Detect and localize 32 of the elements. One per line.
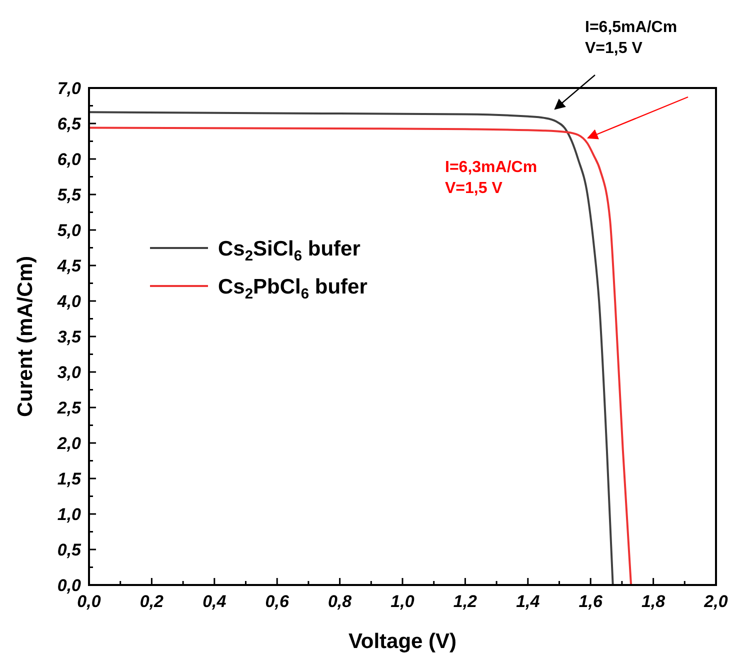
y-tick-label: 1,5 [57,469,82,488]
legend-label: Cs$_{2}$SiCl$_{6}$ bufer [218,237,360,264]
y-tick-label: 6,0 [57,150,82,169]
x-tick-label: 1,8 [641,592,666,611]
y-tick-label: 2,0 [56,434,82,453]
x-tick-label: 1,2 [453,592,478,611]
y-tick-label: 5,0 [57,220,82,240]
y-tick-label: 0,5 [57,540,82,560]
y-tick-label: 4,5 [56,256,82,276]
y-tick-label: 0,0 [57,576,82,595]
y-tick-label: 1,0 [57,504,82,524]
x-tick-label: 0,4 [202,592,227,611]
y-axis-title: Curent (mA/Cm) [14,256,37,417]
x-tick-label: 1,0 [390,592,415,611]
y-tick-label: 3,0 [57,362,82,382]
x-tick-label: 2,0 [703,592,728,611]
x-axis-title: Voltage (V) [348,630,457,653]
x-tick-label: 0,6 [265,592,290,611]
y-tick-label: 4,0 [56,292,82,311]
x-tick-label: 0,2 [140,592,164,611]
legend-label: Cs$_{2}$PbCl$_{6}$ bufer [218,275,368,302]
y-tick-label: 6,5 [57,114,82,134]
x-tick-label: 0,8 [328,592,352,611]
x-tick-label: 1,4 [516,592,540,611]
annotation: I=6,3mA/Cm V=1,5 V [445,159,538,197]
y-tick-label: 3,5 [57,327,82,346]
y-tick-label: 2,5 [56,398,82,418]
text: I=6,5mA/Cm V=1,5 V [585,19,678,57]
y-tick-label: 5,5 [57,185,82,204]
x-tick-label: 1,6 [578,592,603,611]
y-tick-label: 7,0 [57,78,82,98]
x-tick-label: 0,0 [77,592,102,611]
